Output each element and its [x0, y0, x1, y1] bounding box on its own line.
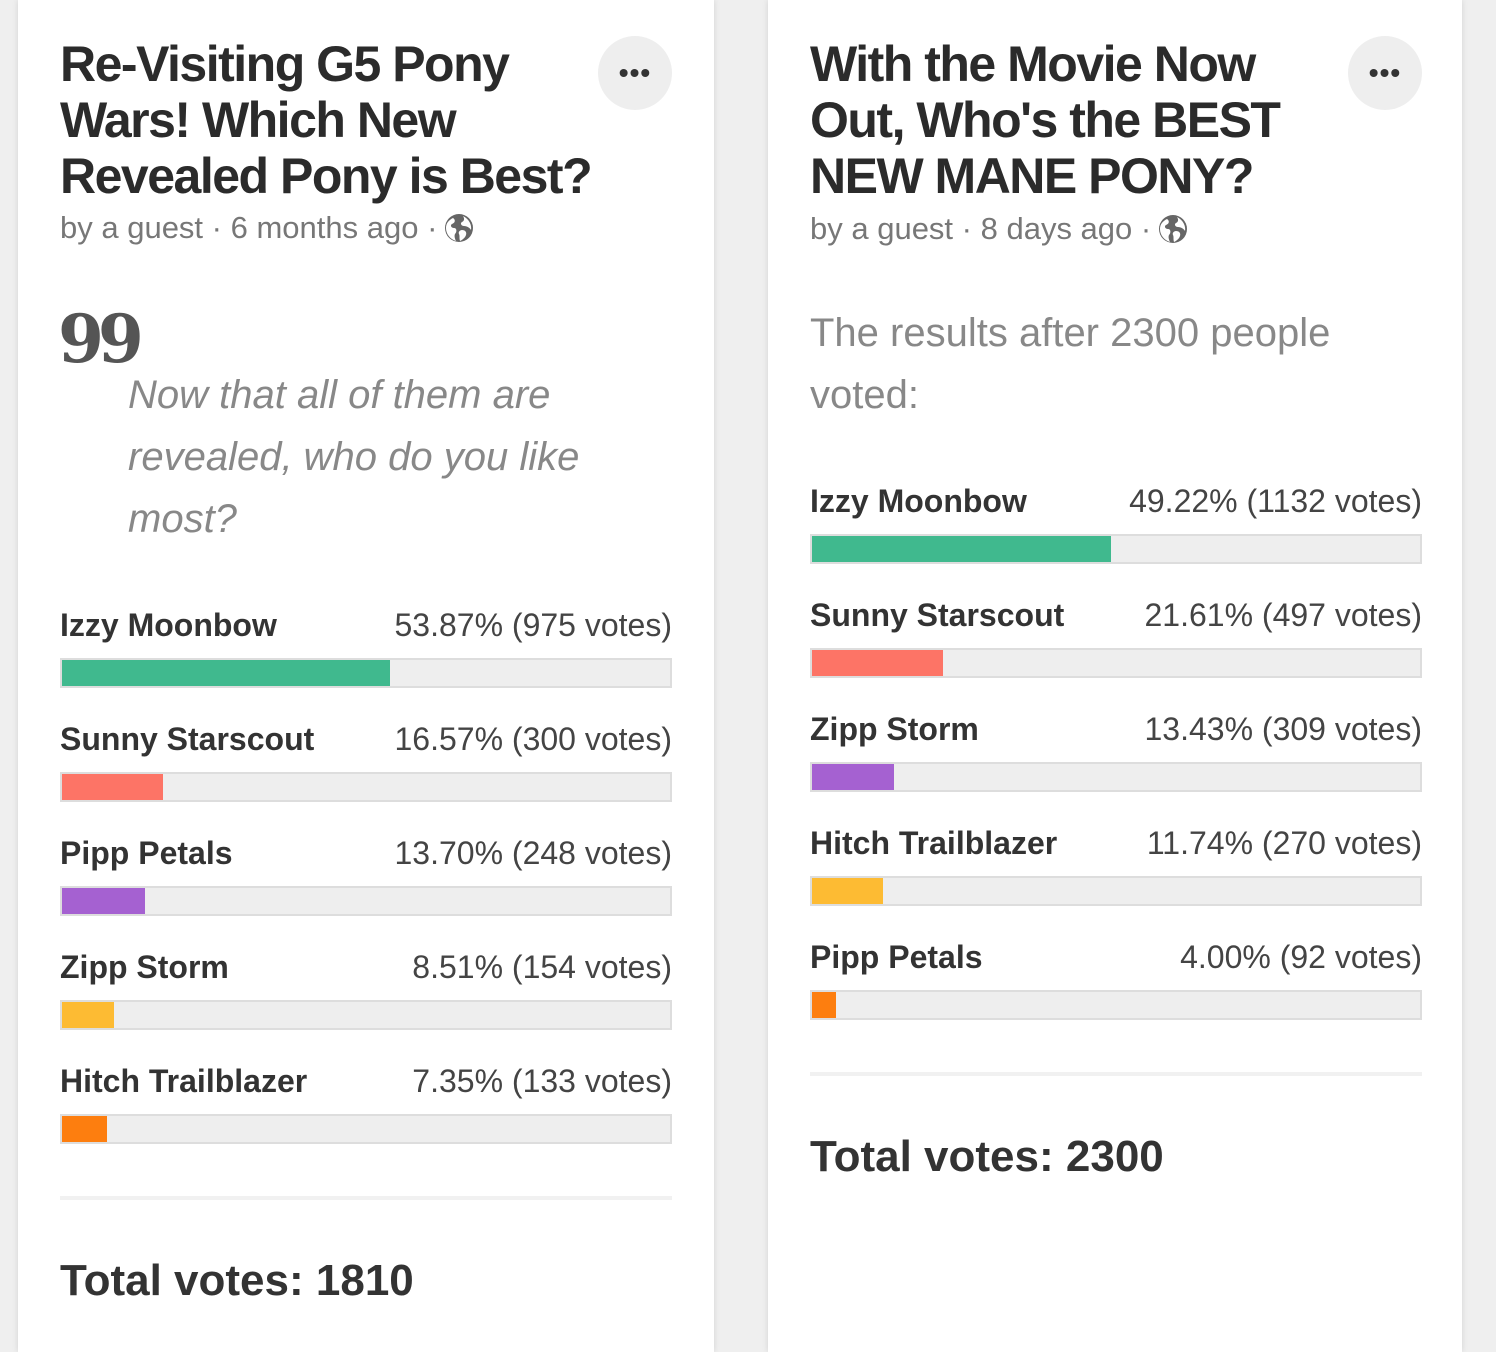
meta-separator: ·	[1132, 211, 1152, 246]
result-bar	[810, 876, 1422, 906]
quote-icon: 99	[58, 300, 144, 378]
meta-separator: ·	[953, 211, 981, 246]
option-name: Izzy Moonbow	[810, 483, 1027, 519]
option-result: 16.57% (300 votes)	[394, 721, 673, 757]
more-options-button[interactable]: •••	[598, 36, 672, 110]
poll-title: With the Movie Now Out, Who's the BEST N…	[810, 36, 1281, 204]
divider	[60, 1196, 672, 1200]
more-options-button[interactable]: •••	[1348, 36, 1422, 110]
poll-option: Pipp Petals 4.00% (92 votes)	[810, 932, 1422, 1046]
total-votes: Total votes: 1810	[60, 1256, 414, 1305]
poll-card-left: Re-Visiting G5 Pony Wars! Which New Reve…	[18, 0, 714, 1352]
total-votes: Total votes: 2300	[810, 1132, 1164, 1181]
option-name: Hitch Trailblazer	[60, 1063, 308, 1099]
option-name: Pipp Petals	[810, 939, 983, 975]
poll-author: by a guest	[810, 211, 954, 246]
option-result: 13.70% (248 votes)	[394, 835, 673, 871]
poll-meta: by a guest · 6 months ago ·	[60, 210, 475, 246]
result-bar	[60, 886, 672, 916]
option-result: 8.51% (154 votes)	[412, 949, 672, 985]
option-result: 4.00% (92 votes)	[1180, 939, 1422, 975]
result-bar	[810, 648, 1422, 678]
poll-time: 6 months ago	[230, 210, 419, 245]
poll-author: by a guest	[60, 210, 204, 245]
option-name: Hitch Trailblazer	[810, 825, 1058, 861]
poll-time: 8 days ago	[980, 211, 1133, 246]
poll-option: Zipp Storm 13.43% (309 votes)	[810, 704, 1422, 818]
poll-meta: by a guest · 8 days ago ·	[810, 211, 1189, 247]
poll-option: Pipp Petals 13.70% (248 votes)	[60, 828, 672, 942]
result-bar-fill	[812, 650, 944, 676]
poll-option: Hitch Trailblazer 7.35% (133 votes)	[60, 1056, 672, 1170]
globe-icon	[1157, 213, 1189, 245]
result-bar	[60, 1114, 672, 1144]
result-bar	[810, 534, 1422, 564]
result-bar	[810, 762, 1422, 792]
option-name: Sunny Starscout	[810, 597, 1065, 633]
option-result: 53.87% (975 votes)	[394, 607, 673, 643]
option-name: Izzy Moonbow	[60, 607, 277, 643]
globe-icon	[443, 212, 475, 244]
result-bar-fill	[812, 764, 894, 790]
divider	[810, 1072, 1422, 1076]
meta-separator: ·	[418, 210, 438, 245]
result-bar-fill	[62, 1002, 114, 1028]
poll-options: Izzy Moonbow 53.87% (975 votes) Sunny St…	[60, 600, 672, 1170]
poll-options: Izzy Moonbow 49.22% (1132 votes) Sunny S…	[810, 476, 1422, 1046]
option-result: 49.22% (1132 votes)	[1129, 483, 1422, 519]
poll-option: Izzy Moonbow 49.22% (1132 votes)	[810, 476, 1422, 590]
option-result: 7.35% (133 votes)	[412, 1063, 672, 1099]
poll-description: The results after 2300 people voted:	[810, 311, 1331, 417]
poll-description: Now that all of them are revealed, who d…	[128, 373, 580, 541]
poll-card-right: With the Movie Now Out, Who's the BEST N…	[768, 0, 1462, 1352]
result-bar-fill	[62, 1116, 107, 1142]
poll-option: Zipp Storm 8.51% (154 votes)	[60, 942, 672, 1056]
option-name: Pipp Petals	[60, 835, 233, 871]
option-name: Sunny Starscout	[60, 721, 315, 757]
result-bar-fill	[812, 878, 884, 904]
poll-title: Re-Visiting G5 Pony Wars! Which New Reve…	[60, 36, 593, 204]
option-result: 11.74% (270 votes)	[1146, 825, 1422, 861]
result-bar	[810, 990, 1422, 1020]
result-bar	[60, 772, 672, 802]
poll-option: Izzy Moonbow 53.87% (975 votes)	[60, 600, 672, 714]
result-bar-fill	[62, 888, 146, 914]
meta-separator: ·	[203, 210, 231, 245]
option-name: Zipp Storm	[810, 711, 979, 747]
result-bar	[60, 658, 672, 688]
result-bar	[60, 1000, 672, 1030]
poll-option: Sunny Starscout 21.61% (497 votes)	[810, 590, 1422, 704]
poll-option: Sunny Starscout 16.57% (300 votes)	[60, 714, 672, 828]
option-result: 13.43% (309 votes)	[1144, 711, 1423, 747]
result-bar-fill	[62, 660, 390, 686]
result-bar-fill	[812, 536, 1112, 562]
option-result: 21.61% (497 votes)	[1144, 597, 1423, 633]
result-bar-fill	[62, 774, 163, 800]
result-bar-fill	[812, 992, 837, 1018]
poll-option: Hitch Trailblazer 11.74% (270 votes)	[810, 818, 1422, 932]
option-name: Zipp Storm	[60, 949, 229, 985]
